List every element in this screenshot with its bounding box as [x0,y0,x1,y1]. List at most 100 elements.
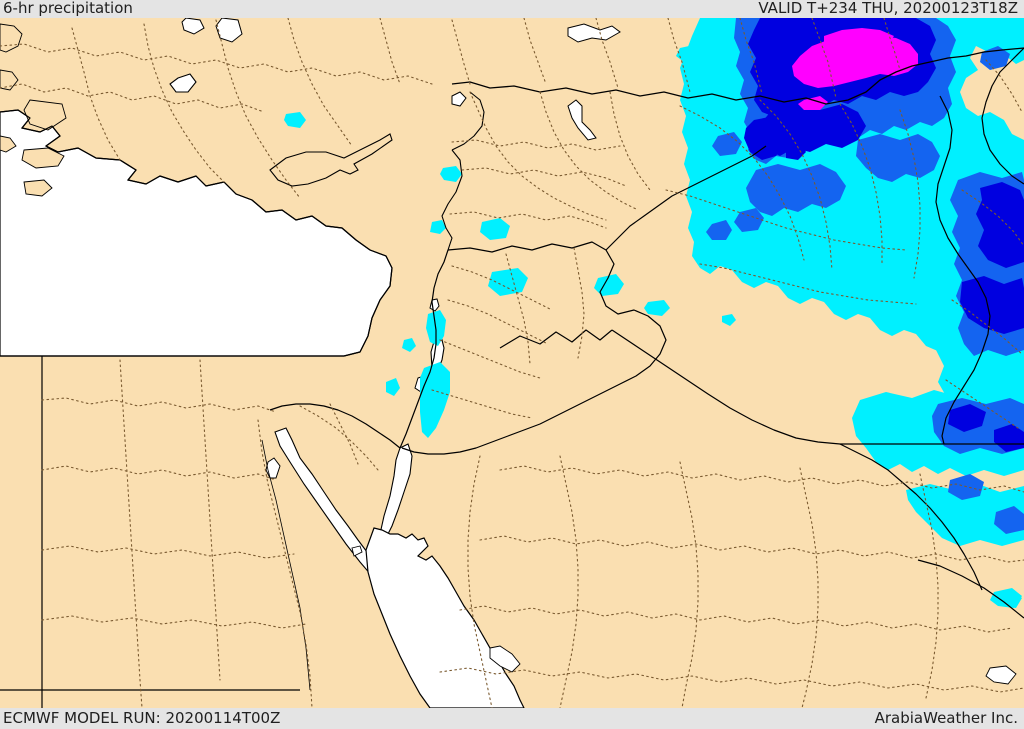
admin-jordan-4 [431,389,533,419]
precip-light-lebanon [440,166,462,182]
precip-light-gulf-lobe2 [906,484,1024,546]
aegean-island-b [21,147,65,169]
admin-saudi-1 [499,465,1024,493]
lake-turkey-b [215,17,243,43]
precip-moderate-patch-e [994,506,1024,534]
admin-jordan-3 [439,339,541,379]
red-sea [365,527,525,709]
footer-bar: ECMWF MODEL RUN: 20200114T00Z ArabiaWeat… [0,708,1024,729]
admin-syria-5 [449,211,607,229]
admin-turkey-6 [287,17,353,147]
lake-turkey-a [181,17,205,35]
admin-egypt-4 [41,615,307,629]
precip-light-aqaba-tip [386,378,400,396]
admin-iraq-3 [839,103,883,265]
precip-heavy-blob-d [994,424,1024,452]
admin-sinai-1 [299,405,379,471]
admin-turkey-1 [0,43,433,85]
admin-syria-4 [461,167,627,187]
precip-light-turkey-coast [284,112,306,128]
border-jordan [401,241,667,455]
precip-light-saudi-sm [722,314,736,326]
precip-band-extreme [792,28,918,110]
coast-levant [359,255,393,353]
admin-egypt-v1 [119,359,143,709]
water-bodies-group [181,17,1017,709]
aegean-island-a [0,69,19,91]
precip-light-saudi-n [644,300,670,316]
gulf-antalya [169,73,197,93]
lake-euphrates [451,91,467,107]
gulf-of-aqaba [379,443,413,539]
admin-jordan-5 [505,253,531,365]
admin-syria-6 [451,139,621,151]
admin-iraq-2 [759,99,833,271]
admin-turkey-14 [883,17,901,71]
precip-moderate-patch-b [734,208,764,232]
admin-jordan-6 [573,247,585,359]
island-crete-east [0,135,17,153]
precip-light-jordanvalley-s [420,362,450,438]
admin-saudi-4 [439,667,1024,693]
coast-gulf [839,443,983,591]
island-rhodes [23,99,67,131]
admin-turkey-13 [811,17,837,99]
border-israel-jordan [399,249,449,449]
valid-time-label: VALID T+234 THU, 20200123T18Z [758,0,1018,17]
border-syria-lebanon-e [451,91,485,151]
admin-iraq-1 [679,105,805,261]
precip-light-saudi-far-e [990,588,1022,608]
precip-moderate-patch-c [706,220,732,240]
admin-iraq-6 [899,109,921,279]
precip-extreme-core-2 [824,28,894,48]
admin-turkey-2 [0,83,265,113]
precip-heavy-lobe-w [744,116,788,160]
admin-turkey-7 [379,17,401,85]
border-syria-iraq [605,145,767,251]
attribution-label: ArabiaWeather Inc. [874,709,1018,727]
admin-jordan-2 [447,299,549,345]
admin-saudi-v5 [467,455,493,709]
precip-light-lake-iraq [676,44,706,62]
precip-light-negev [402,338,416,352]
red-sea-island [351,545,363,557]
border-jordan-ne [499,329,613,349]
admin-egypt-1 [41,397,277,413]
precip-heavy-blob-c [948,404,986,432]
admin-turkey-10 [595,17,619,89]
admin-saudi-2 [479,535,1024,563]
admin-sinai-2 [329,403,359,465]
country-borders-group [0,47,1024,708]
red-sea-coast-arabia [489,645,521,673]
lake-tharthar [567,99,597,141]
precip-heavy-lobe-s [760,104,866,156]
admin-iraq-5 [699,263,917,305]
border-iraq-iran [981,47,1024,185]
admin-egypt-nile [257,419,313,709]
border-israel-egypt [269,403,401,449]
coast-turkey-south [0,109,387,257]
admin-iran-1 [985,59,1023,113]
admin-syria-1 [469,91,607,221]
lake-nasser [265,457,281,479]
border-lebanon [441,149,463,251]
admin-saudi-3 [459,605,1013,633]
island-cyprus [269,133,393,187]
border-iraq-iran-s [935,95,991,445]
admin-borders-group [0,17,1024,709]
header-bar: 6-hr precipitation VALID T+234 THU, 2020… [0,0,1024,18]
admin-iran-4 [945,379,1019,429]
border-saudi-iraq [611,329,1024,445]
admin-turkey-3 [71,27,121,161]
precip-heavy-blob-a [786,142,806,160]
coast-egypt [0,351,361,357]
precip-moderate-patch-a [712,132,742,156]
precip-light-coast-israel [430,220,446,234]
page-title: 6-hr precipitation [3,0,133,17]
precip-light-jordan-n [488,268,528,296]
admin-turkey-4 [143,23,225,183]
precip-moderate-east-lobe [856,134,940,182]
